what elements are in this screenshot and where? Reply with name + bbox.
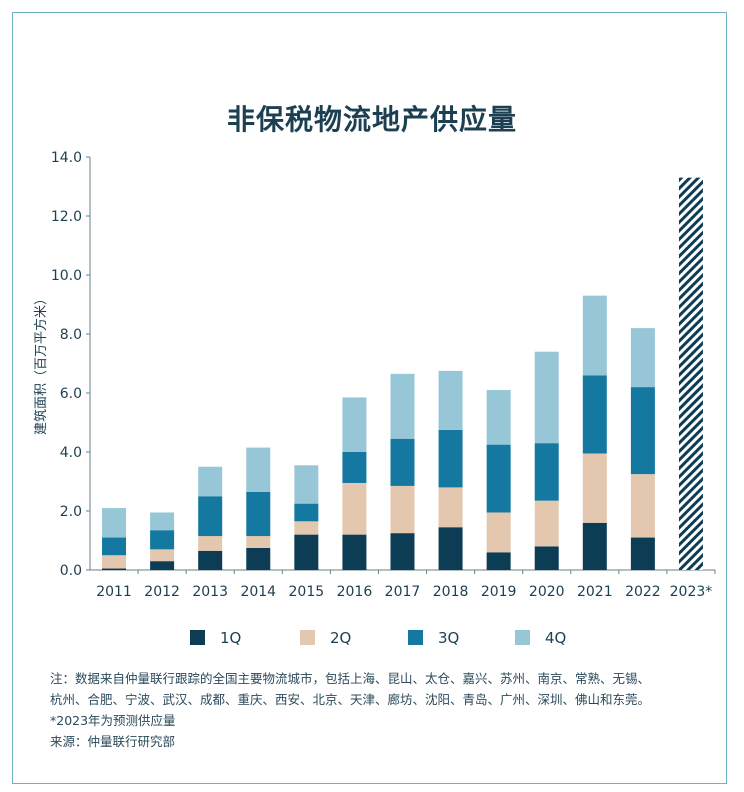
bar-1Q-2022: [630, 537, 655, 570]
x-tick-label: 2012: [144, 584, 180, 600]
bar-2Q-2017: [390, 485, 415, 534]
legend-swatch: [300, 630, 315, 645]
y-tick-label: 2.0: [60, 504, 82, 520]
legend-label: 2Q: [330, 629, 351, 647]
forecast-note: *2023年为预测供应量: [50, 713, 176, 728]
bar-3Q-2011: [102, 537, 127, 556]
bar-3Q-2015: [294, 503, 319, 522]
note-line-1: 注：数据来自仲量联行跟踪的全国主要物流城市，包括上海、昆山、太仓、嘉兴、苏州、南…: [50, 671, 651, 686]
legend-label: 1Q: [220, 629, 241, 647]
y-tick-label: 4.0: [60, 445, 82, 461]
legend-swatch: [515, 630, 530, 645]
bar-3Q-2019: [486, 444, 511, 513]
bar-1Q-2017: [390, 533, 415, 570]
bar-1Q-2013: [198, 550, 223, 570]
bar-3Q-2014: [246, 491, 271, 537]
legend-label: 3Q: [438, 629, 459, 647]
legend-item-4Q: 4Q: [515, 629, 566, 647]
bar-1Q-2011: [102, 568, 127, 570]
bar-2Q-2021: [582, 453, 607, 523]
bar-1Q-2021: [582, 522, 607, 570]
bar-2Q-2022: [630, 474, 655, 538]
x-tick-label: 2017: [385, 584, 421, 600]
bar-2Q-2019: [486, 512, 511, 553]
bar-4Q-2018: [438, 370, 463, 430]
bar-2Q-2016: [342, 482, 367, 535]
bar-4Q-2022: [630, 328, 655, 388]
legend-item-3Q: 3Q: [408, 629, 459, 647]
bar-4Q-2014: [246, 447, 271, 492]
legend-item-1Q: 1Q: [190, 629, 241, 647]
x-tick-label: 2014: [240, 584, 276, 600]
bar-3Q-2016: [342, 452, 367, 483]
y-tick-label: 12.0: [51, 209, 82, 225]
bar-4Q-2013: [198, 466, 223, 497]
stacked-bar-chart: 0.0 2.0 4.0 6.0 8.0 10.0 12.0 14.0 建筑面积（百万平方米） 20…: [33, 150, 716, 647]
chart-title: 非保税物流地产供应量: [226, 103, 517, 136]
bar-3Q-2018: [438, 429, 463, 488]
bar-4Q-2016: [342, 397, 367, 452]
legend-swatch: [408, 630, 423, 645]
bar-2Q-2018: [438, 487, 463, 528]
x-tick-label: 2022: [625, 584, 661, 600]
bar-4Q-2017: [390, 373, 415, 439]
x-tick-label: 2013: [192, 584, 228, 600]
y-tick-label: 14.0: [51, 150, 82, 166]
bar-1Q-2016: [342, 534, 367, 570]
bar-1Q-2018: [438, 527, 463, 570]
notes: 注：数据来自仲量联行跟踪的全国主要物流城市，包括上海、昆山、太仓、嘉兴、苏州、南…: [50, 668, 720, 752]
x-tick-label: 2023*: [670, 584, 713, 600]
bar-4Q-2021: [582, 295, 607, 376]
legend-item-2Q: 2Q: [300, 629, 351, 647]
bar-1Q-2020: [534, 546, 559, 570]
note-line-2: 杭州、合肥、宁波、武汉、成都、重庆、西安、北京、天津、廊坊、沈阳、青岛、广州、深…: [50, 692, 651, 707]
bar-3Q-2012: [150, 530, 175, 550]
x-tick-label: 2015: [289, 584, 325, 600]
bar-2Q-2020: [534, 500, 559, 547]
bar-3Q-2022: [630, 387, 655, 475]
x-tick-label: 2019: [481, 584, 517, 600]
bar-1Q-2015: [294, 534, 319, 570]
bar-2Q-2014: [246, 536, 271, 548]
bar-4Q-2019: [486, 390, 511, 445]
y-tick-label: 0.0: [60, 563, 82, 579]
x-tick-label: 2018: [433, 584, 469, 600]
bar-2Q-2012: [150, 549, 175, 562]
bar-4Q-2020: [534, 351, 559, 444]
bar-2Q-2011: [102, 555, 127, 569]
bar-1Q-2014: [246, 547, 271, 570]
bar-4Q-2011: [102, 508, 127, 538]
bar-4Q-2012: [150, 512, 175, 531]
bar-3Q-2020: [534, 443, 559, 501]
legend-label: 4Q: [545, 629, 566, 647]
chart-frame: [12, 12, 727, 784]
x-tick-label: 2016: [337, 584, 373, 600]
source-note: 来源：仲量联行研究部: [50, 734, 176, 749]
y-tick-label: 8.0: [60, 327, 82, 343]
bar-1Q-2019: [486, 552, 511, 570]
x-tick-label: 2011: [96, 584, 132, 600]
x-tick-label: 2020: [529, 584, 565, 600]
bar-forecast-2023*: [678, 177, 703, 570]
bar-2Q-2015: [294, 521, 319, 535]
bar-3Q-2013: [198, 496, 223, 537]
bar-1Q-2012: [150, 561, 175, 570]
bar-3Q-2021: [582, 375, 607, 454]
legend-swatch: [190, 630, 205, 645]
bar-4Q-2015: [294, 465, 319, 504]
y-axis-label: 建筑面积（百万平方米）: [33, 292, 49, 435]
x-tick-label: 2021: [577, 584, 613, 600]
y-tick-label: 10.0: [51, 268, 82, 284]
bar-2Q-2013: [198, 536, 223, 551]
bar-3Q-2017: [390, 438, 415, 486]
y-tick-label: 6.0: [60, 386, 82, 402]
